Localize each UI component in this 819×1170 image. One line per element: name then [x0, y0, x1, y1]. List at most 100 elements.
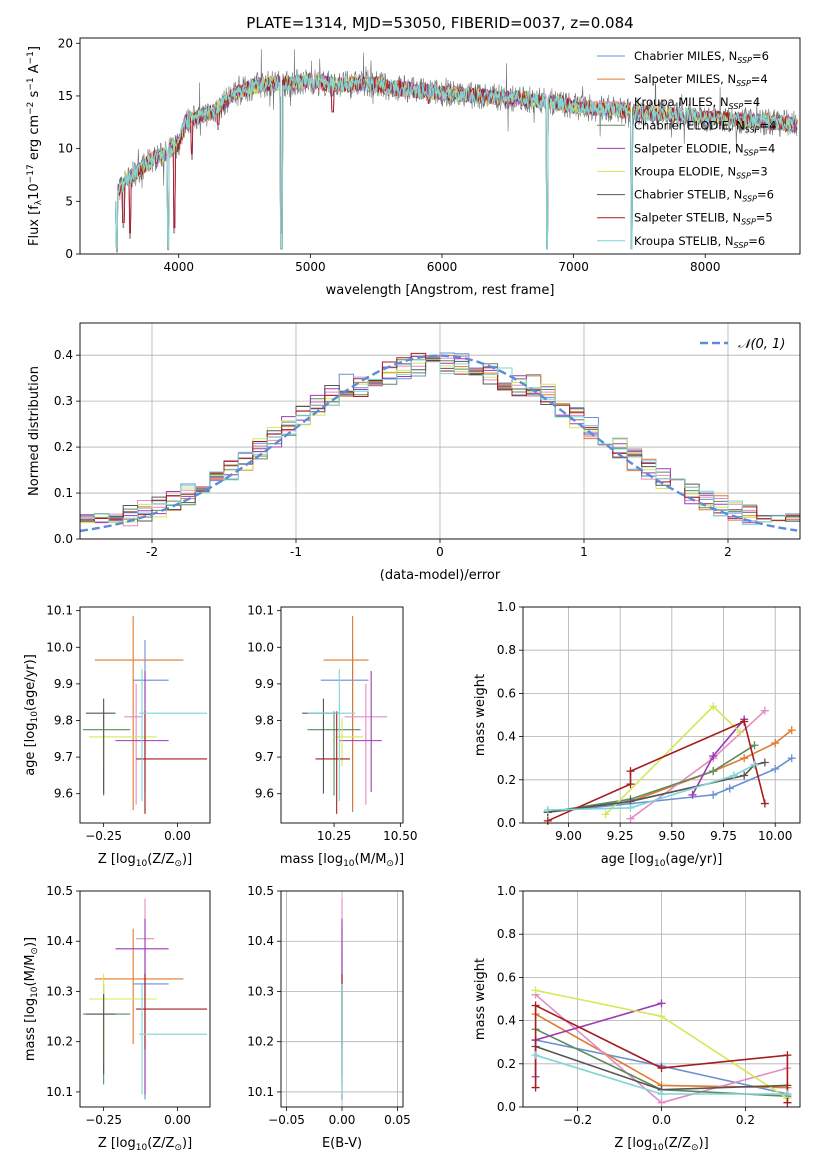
x-tick-label: 1 [580, 545, 588, 559]
age-vs-Z-axes: −0.25 0.00 9.6 9.7 9.8 9.9 10.0 10.1 [46, 604, 191, 843]
weight-marker-2 [760, 706, 769, 715]
weight-vs-Z-series [531, 986, 792, 1107]
y-tick-label: 10.5 [46, 884, 73, 898]
legend-label: Kroupa ELODIE, NSSP=3 [634, 165, 768, 181]
weight-marker-8 [543, 806, 552, 815]
weight-vs-Z-frame [522, 890, 801, 1108]
weight-line-5 [605, 705, 741, 815]
gaussian-reference-curve [80, 354, 798, 533]
y-tick-label: 0.6 [497, 970, 516, 984]
mass-vs-Z-points [82, 898, 208, 1100]
spectrum-legend: Chabrier MILES, NSSP=6 Salpeter MILES, NS… [597, 49, 776, 250]
y-tick-label: 0.4 [497, 730, 516, 744]
y-tick-label: 0.4 [497, 1014, 516, 1028]
weight-line-0 [547, 757, 793, 813]
x-tick-label: 9.75 [710, 829, 737, 843]
weight-line-8 [547, 763, 755, 811]
y-tick-label: 0.1 [54, 486, 73, 500]
weight-marker-1 [787, 726, 796, 735]
weight-vs-age-series [543, 702, 796, 825]
weight-marker-0 [787, 754, 796, 763]
y-tick-label: 9.6 [54, 787, 73, 801]
x-tick-label: 0 [436, 545, 444, 559]
y-tick-label: 10.5 [247, 884, 274, 898]
mass-vs-EBV-axes: −0.05 0.00 0.05 10.1 10.2 10.3 10.4 10.5 [247, 884, 411, 1127]
y-tick-label: 10.0 [46, 640, 73, 654]
legend-label: Kroupa MILES, NSSP=4 [634, 95, 760, 111]
weight-marker-8 [626, 803, 635, 812]
y-tick-label: 10.1 [247, 604, 274, 618]
y-tick-label: 10.1 [46, 1085, 73, 1099]
age-vs-mass-frame [280, 606, 404, 824]
weight-marker-8 [531, 1051, 540, 1060]
y-tick-label: 0.2 [497, 773, 516, 787]
weight-marker-3 [709, 767, 718, 776]
x-tick-label: −0.25 [85, 829, 122, 843]
weight-marker-5 [531, 986, 540, 995]
weight-marker-2 [657, 1098, 666, 1107]
y-tick-label: 0.0 [497, 1100, 516, 1114]
spectrum-xlabel: wavelength [Angstrom, rest frame] [326, 283, 555, 298]
weight-marker-7 [626, 767, 635, 776]
age-vs-Z-xlabel: Z [log10(Z/Z⊙)] [98, 852, 192, 869]
weight-marker-7 [783, 1098, 792, 1107]
y-tick-label: 9.8 [255, 713, 274, 727]
weight-marker-0 [709, 790, 718, 799]
age-vs-mass-axes: 10.25 10.50 9.6 9.7 9.8 9.9 10.0 10.1 [247, 604, 417, 843]
y-tick-label: 10.1 [247, 1085, 274, 1099]
y-tick-label: 1.0 [497, 600, 516, 614]
y-tick-label: 0 [65, 247, 73, 261]
weight-marker-5 [657, 1012, 666, 1021]
residuals-ylabel: Normed distribution [27, 366, 42, 496]
legend-label: Chabrier MILES, NSSP=6 [634, 49, 769, 65]
mass-vs-Z-ylabel: mass [log10(M/M⊙)] [23, 937, 40, 1061]
weight-marker-8 [657, 1090, 666, 1099]
y-tick-label: 10.4 [247, 934, 274, 948]
y-tick-label: 15 [58, 89, 73, 103]
x-tick-label: 2 [724, 545, 732, 559]
figure-title: PLATE=1314, MJD=53050, FIBERID=0037, z=0… [246, 14, 633, 32]
weight-marker-3 [750, 741, 759, 750]
y-tick-label: 0.3 [54, 394, 73, 408]
age-vs-mass-points [302, 616, 388, 814]
weight-marker-7 [626, 780, 635, 789]
spectrum-ylabel: Flux [fλ10−17 erg cm−2 s−1 A−1] [26, 46, 44, 246]
y-tick-label: 10 [58, 142, 73, 156]
weight-marker-8 [750, 760, 759, 769]
weight-marker-8 [783, 1090, 792, 1099]
y-tick-label: 0.4 [54, 348, 73, 362]
weight-marker-6 [760, 758, 769, 767]
weight-marker-8 [729, 771, 738, 780]
mass-vs-EBV-frame [280, 890, 404, 1108]
residuals-frame [79, 322, 801, 540]
weight-marker-7 [657, 1064, 666, 1073]
x-tick-label: 10.25 [317, 829, 351, 843]
x-tick-label: 0.00 [164, 829, 191, 843]
residuals-xlabel: (data-model)/error [380, 568, 501, 583]
y-tick-label: 0.0 [54, 532, 73, 546]
weight-marker-7 [531, 1001, 540, 1010]
x-tick-label: 6000 [427, 260, 458, 274]
legend-label-gaussian: 𝒩(0, 1) [738, 337, 785, 352]
weight-marker-0 [725, 784, 734, 793]
weight-marker-0 [771, 765, 780, 773]
histogram-series-8 [80, 359, 800, 526]
y-tick-label: 9.7 [54, 750, 73, 764]
weight-marker-6 [740, 771, 749, 780]
y-tick-label: 0.8 [497, 927, 516, 941]
x-tick-label: −0.25 [85, 1113, 122, 1127]
x-tick-label: 9.50 [658, 829, 685, 843]
weight-marker-4 [657, 999, 666, 1008]
y-tick-label: 10.0 [247, 640, 274, 654]
y-tick-label: 0.2 [497, 1057, 516, 1071]
x-tick-label: 5000 [295, 260, 326, 274]
y-tick-label: 1.0 [497, 884, 516, 898]
weight-vs-Z-ylabel: mass weight [473, 958, 488, 1040]
x-tick-label: 0.0 [652, 1113, 671, 1127]
weight-marker-1 [771, 739, 780, 748]
age-vs-Z-points [82, 616, 208, 814]
x-tick-label: 0.00 [164, 1113, 191, 1127]
x-tick-label: −0.05 [268, 1113, 305, 1127]
